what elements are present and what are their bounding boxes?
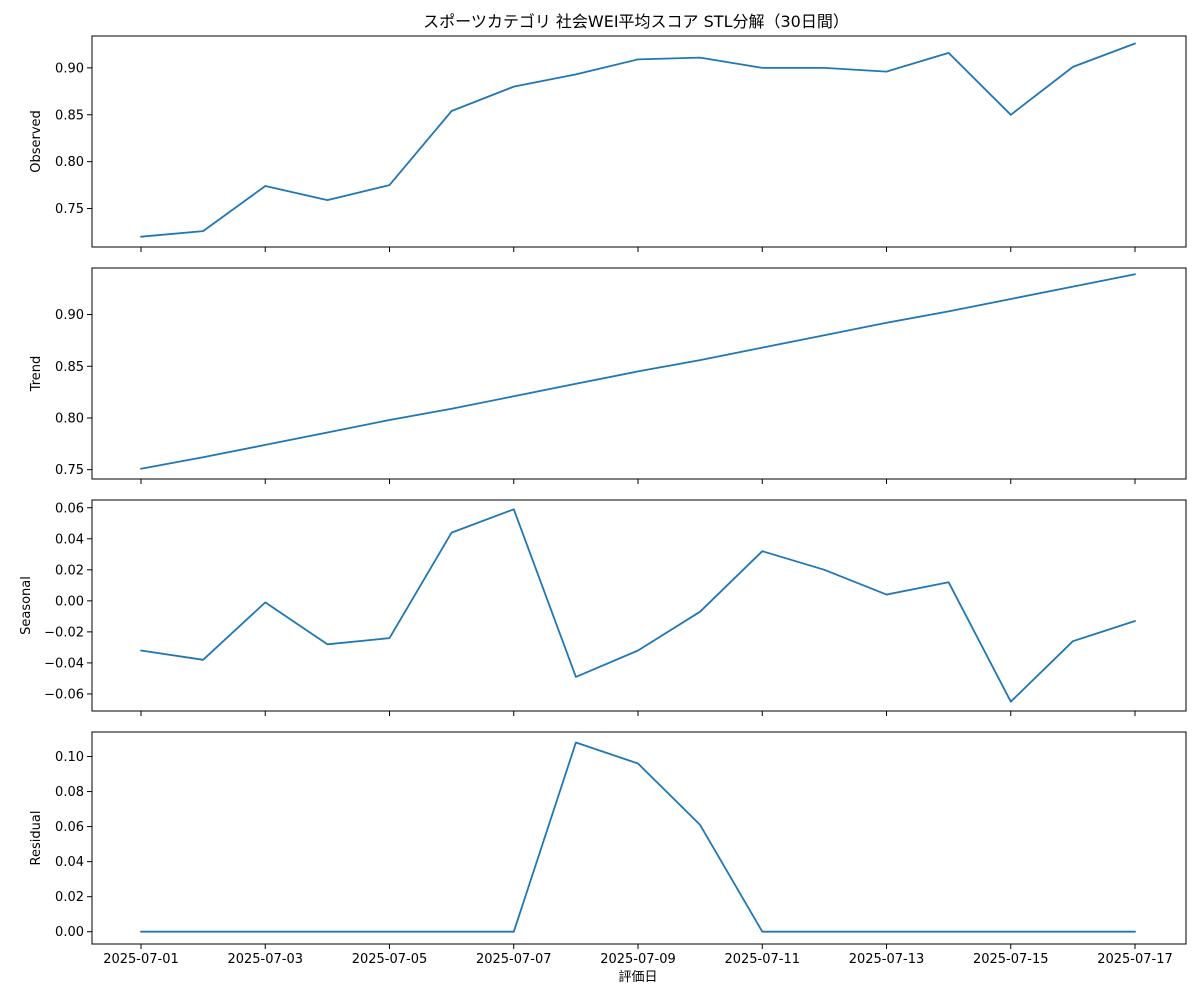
y-tick-label: 0.04 [55,532,84,547]
series-line-observed [140,42,1136,238]
x-tick-label: 2025-07-15 [973,952,1049,967]
y-axis-label-residual: Residual [29,811,44,866]
y-tick-label: 0.90 [55,61,84,76]
y-tick-label: 0.02 [55,563,84,578]
y-tick-label: 0.06 [55,501,84,516]
y-tick-label: 0.10 [55,750,84,765]
x-tick-label: 2025-07-07 [476,952,552,967]
y-tick-label: 0.90 [55,308,84,323]
x-axis-label: 評価日 [618,970,657,985]
y-tick-label: 0.75 [55,202,84,217]
x-tick-label: 2025-07-09 [600,952,676,967]
panel-frame [91,499,1187,712]
x-tick-label: 2025-07-13 [849,952,925,967]
y-tick-label: 0.04 [55,855,84,870]
x-tick-label: 2025-07-03 [227,952,303,967]
y-tick-label: 0.80 [55,155,84,170]
y-tick-label: 0.85 [55,108,84,123]
panel-observed: 0.75 0.80 0.85 0.90 Observed [29,35,1187,252]
panel-residual: 0.00 0.02 0.04 0.06 0.08 0.10 2025-07-01 2025-0… [29,731,1187,967]
y-tick-label: 0.80 [55,411,84,426]
y-tick-label: 0.85 [55,360,84,375]
panel-frame [91,267,1187,480]
panel-frame [91,35,1187,248]
x-tick-label: 2025-07-05 [352,952,428,967]
y-tick-label: 0.02 [55,890,84,905]
y-tick-label: 0.75 [55,463,84,478]
y-axis-label-trend: Trend [29,356,44,393]
series-line-seasonal [140,508,1136,703]
x-tick-label: 2025-07-01 [103,952,179,967]
y-tick-label: 0.00 [55,925,84,940]
panels-group: 0.75 0.80 0.85 0.90 Observed 0.75 0.80 0.85 0.90… [19,35,1187,967]
y-tick-label: 0.06 [55,820,84,835]
y-tick-label: 0.08 [55,785,84,800]
panel-trend: 0.75 0.80 0.85 0.90 Trend [29,267,1187,484]
chart-title: スポーツカテゴリ 社会WEI平均スコア STL分解（30日間） [423,12,849,31]
y-tick-label: −0.06 [44,687,84,702]
panel-frame [91,731,1187,945]
series-line-trend [140,273,1136,470]
panel-seasonal: −0.06 −0.04 −0.02 0.00 0.02 0.04 0.06 Seasonal [19,499,1187,716]
x-tick-label: 2025-07-11 [724,952,800,967]
x-tick-label: 2025-07-17 [1097,952,1173,967]
y-tick-label: −0.02 [44,625,84,640]
y-axis-label-observed: Observed [29,110,44,173]
series-line-residual [140,741,1136,933]
y-axis-label-seasonal: Seasonal [19,576,34,635]
y-tick-label: 0.00 [55,594,84,609]
y-tick-label: −0.04 [44,656,84,671]
